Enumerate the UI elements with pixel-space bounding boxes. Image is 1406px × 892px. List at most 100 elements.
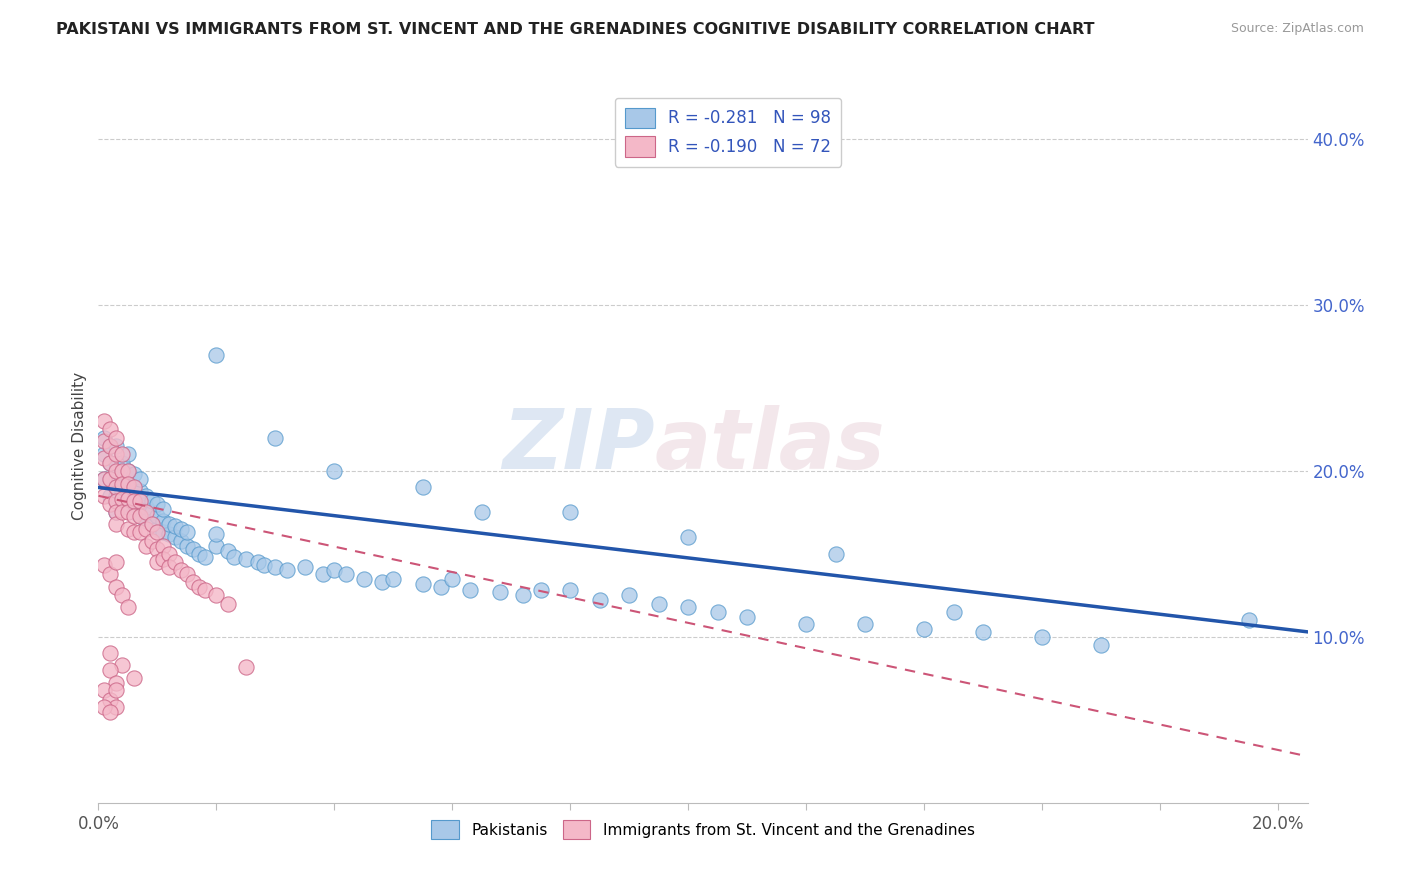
Point — [122, 492, 145, 507]
Point — [135, 514, 157, 528]
Point — [794, 616, 817, 631]
Point — [128, 497, 150, 511]
Point — [117, 500, 139, 515]
Point — [1031, 630, 1053, 644]
Point — [93, 447, 115, 461]
Point — [972, 624, 994, 639]
Point — [311, 566, 333, 581]
Point — [152, 502, 174, 516]
Point — [93, 682, 115, 697]
Point — [942, 605, 965, 619]
Point — [141, 533, 163, 548]
Point — [122, 481, 145, 495]
Point — [98, 472, 121, 486]
Point — [105, 505, 128, 519]
Point — [98, 489, 121, 503]
Point — [117, 477, 139, 491]
Point — [98, 472, 121, 486]
Point — [146, 497, 169, 511]
Point — [93, 431, 115, 445]
Point — [122, 481, 145, 495]
Point — [152, 514, 174, 528]
Point — [122, 671, 145, 685]
Point — [353, 572, 375, 586]
Point — [128, 508, 150, 523]
Point — [235, 552, 257, 566]
Point — [165, 530, 187, 544]
Point — [205, 348, 228, 362]
Point — [141, 516, 163, 531]
Point — [135, 500, 157, 515]
Point — [152, 539, 174, 553]
Point — [157, 527, 180, 541]
Point — [648, 597, 671, 611]
Point — [170, 533, 193, 548]
Point — [111, 588, 134, 602]
Point — [122, 505, 145, 519]
Y-axis label: Cognitive Disability: Cognitive Disability — [72, 372, 87, 520]
Point — [128, 483, 150, 498]
Point — [98, 663, 121, 677]
Point — [117, 522, 139, 536]
Point — [165, 555, 187, 569]
Point — [412, 576, 434, 591]
Point — [98, 439, 121, 453]
Text: Source: ZipAtlas.com: Source: ZipAtlas.com — [1230, 22, 1364, 36]
Point — [117, 477, 139, 491]
Point — [146, 525, 169, 540]
Point — [382, 572, 405, 586]
Point — [530, 583, 553, 598]
Point — [111, 497, 134, 511]
Point — [157, 547, 180, 561]
Point — [105, 699, 128, 714]
Point — [205, 539, 228, 553]
Point — [111, 464, 134, 478]
Point — [128, 525, 150, 540]
Point — [294, 560, 316, 574]
Point — [105, 682, 128, 697]
Point — [105, 456, 128, 470]
Point — [170, 522, 193, 536]
Legend: Pakistanis, Immigrants from St. Vincent and the Grenadines: Pakistanis, Immigrants from St. Vincent … — [426, 814, 980, 845]
Point — [264, 560, 287, 574]
Point — [122, 493, 145, 508]
Point — [181, 541, 204, 556]
Point — [181, 575, 204, 590]
Point — [128, 493, 150, 508]
Point — [128, 508, 150, 523]
Point — [122, 525, 145, 540]
Point — [105, 493, 128, 508]
Point — [117, 489, 139, 503]
Point — [157, 516, 180, 531]
Point — [122, 508, 145, 523]
Point — [323, 464, 346, 478]
Point — [135, 539, 157, 553]
Point — [105, 464, 128, 478]
Point — [111, 447, 134, 461]
Point — [117, 447, 139, 461]
Point — [458, 583, 481, 598]
Point — [146, 522, 169, 536]
Point — [98, 422, 121, 436]
Point — [194, 550, 217, 565]
Point — [98, 693, 121, 707]
Point — [146, 555, 169, 569]
Point — [105, 481, 128, 495]
Point — [471, 505, 494, 519]
Point — [128, 472, 150, 486]
Point — [412, 481, 434, 495]
Point — [323, 564, 346, 578]
Point — [93, 472, 115, 486]
Point — [111, 477, 134, 491]
Point — [824, 547, 846, 561]
Point — [706, 605, 728, 619]
Text: PAKISTANI VS IMMIGRANTS FROM ST. VINCENT AND THE GRENADINES COGNITIVE DISABILITY: PAKISTANI VS IMMIGRANTS FROM ST. VINCENT… — [56, 22, 1095, 37]
Point — [370, 575, 392, 590]
Point — [105, 472, 128, 486]
Point — [105, 516, 128, 531]
Point — [117, 464, 139, 478]
Point — [98, 497, 121, 511]
Point — [1237, 613, 1260, 627]
Point — [93, 472, 115, 486]
Point — [560, 505, 582, 519]
